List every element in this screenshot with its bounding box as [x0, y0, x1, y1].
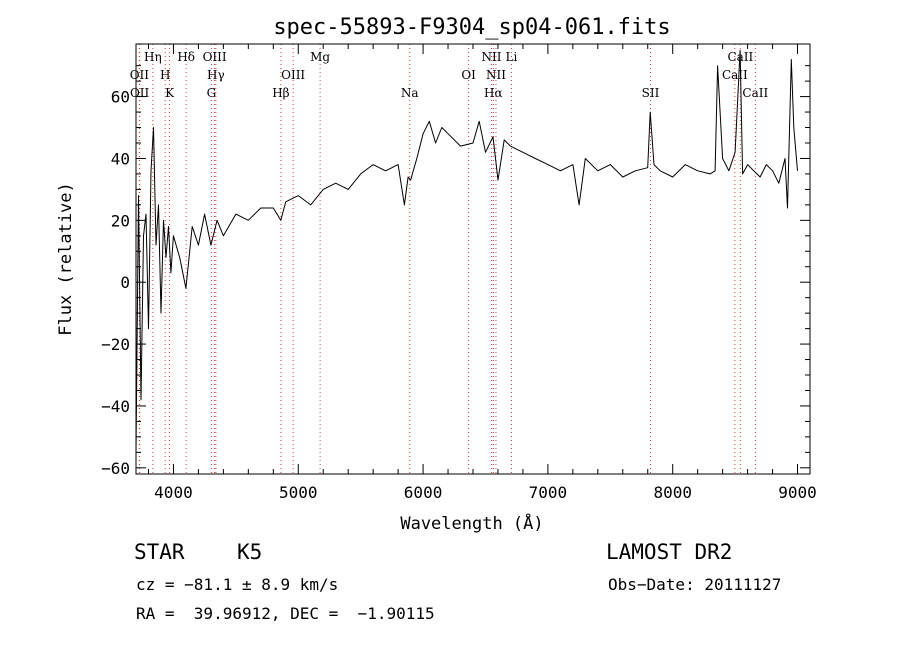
emission-line-markers: [138, 44, 756, 474]
x-tick-label: 6000: [404, 483, 443, 502]
x-tick-label: 4000: [154, 483, 193, 502]
spectrum-series-line: [135, 49, 798, 453]
chart-title: spec-55893-F9304_sp04-061.fits: [273, 15, 670, 40]
x-tick-label: 9000: [778, 483, 817, 502]
emission-line-label: Hα: [484, 86, 503, 100]
y-tick-label: 0: [120, 273, 130, 292]
emission-line-label: Li: [506, 50, 518, 64]
emission-line-label: Hγ: [207, 68, 225, 82]
y-axis-label: Flux (relative): [56, 182, 76, 336]
coordinates: RA = 39.96912, DEC = −1.90115: [136, 604, 435, 623]
x-tick-label: 5000: [279, 483, 318, 502]
emission-line-label: H: [160, 68, 170, 82]
emission-line-label: OIII: [281, 68, 305, 82]
y-tick-label: −60: [101, 459, 130, 478]
emission-line-label: NII: [481, 50, 501, 64]
object-type: STAR: [134, 540, 185, 564]
emission-line-label: K: [165, 86, 175, 100]
y-tick-label: −20: [101, 335, 130, 354]
x-tick-label: 7000: [529, 483, 568, 502]
emission-line-label: Hβ: [272, 86, 289, 100]
y-tick-label: 60: [111, 88, 130, 107]
emission-line-label: OII: [130, 86, 150, 100]
survey-name: LAMOST DR2: [606, 540, 733, 564]
redshift-velocity: cz = −81.1 ± 8.9 km/s: [136, 575, 339, 594]
object-class: K5: [237, 540, 263, 564]
emission-line-label: Na: [401, 86, 419, 100]
emission-line-label: OIII: [203, 50, 227, 64]
y-tick-label: 20: [111, 211, 130, 230]
emission-line-label: Hη: [144, 50, 162, 64]
emission-line-label: CaII: [742, 86, 768, 100]
emission-line-label: OI: [461, 68, 476, 82]
emission-line-label: Mg: [310, 50, 330, 64]
emission-line-label: CaII: [727, 50, 753, 64]
emission-line-label: Hδ: [177, 50, 195, 64]
y-tick-label: −40: [101, 397, 130, 416]
x-axis: 4000 5000 6000 7000 8000 9000: [147, 44, 817, 502]
emission-line-label: SII: [642, 86, 660, 100]
plot-frame: [135, 43, 811, 475]
observation-date: Obs−Date: 20111127: [608, 575, 782, 594]
emission-line-label: G: [207, 86, 217, 100]
y-tick-label: 40: [111, 149, 130, 168]
x-tick-label: 8000: [653, 483, 692, 502]
emission-line-label: CaII: [722, 68, 748, 82]
y-axis: −60 −40 −20 0 20 40 60: [101, 65, 810, 478]
x-axis-label: Wavelength (Å): [400, 512, 543, 534]
emission-line-label: OII: [130, 68, 150, 82]
emission-line-label: NII: [486, 68, 506, 82]
